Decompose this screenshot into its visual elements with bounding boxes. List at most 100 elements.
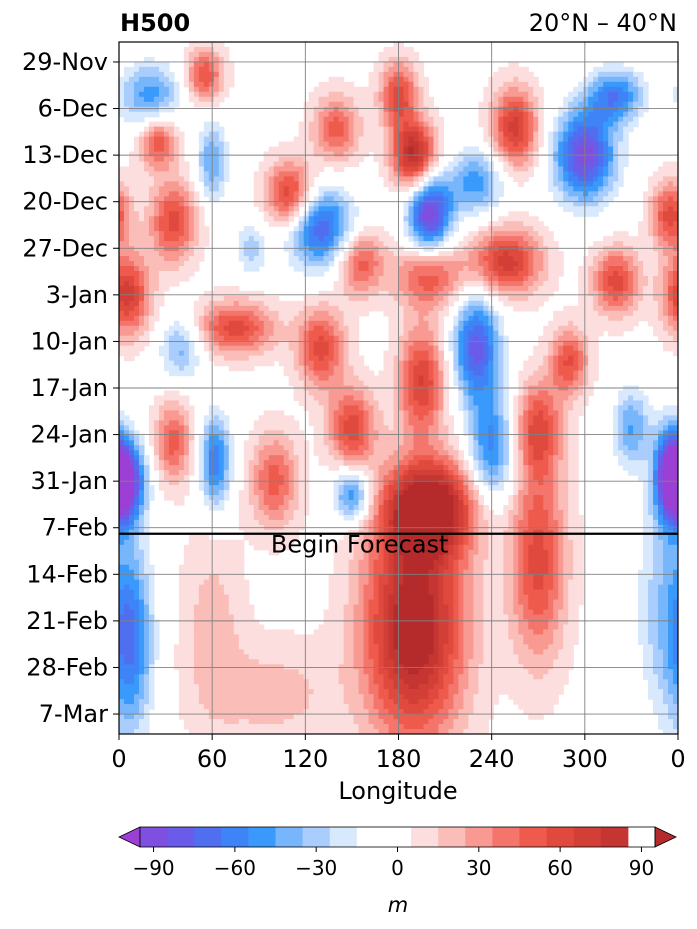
field-cell — [143, 300, 150, 307]
field-cell — [338, 370, 345, 377]
field-cell — [348, 96, 355, 103]
field-cell — [483, 136, 489, 143]
field-cell — [193, 206, 200, 212]
field-cell — [503, 216, 509, 222]
field-cell — [383, 280, 390, 287]
field-cell — [268, 345, 275, 352]
field-cell — [483, 181, 489, 187]
field-cell — [563, 201, 569, 207]
field-cell — [598, 71, 604, 78]
field-cell — [388, 236, 395, 242]
field-cell — [428, 181, 435, 187]
field-cell — [533, 365, 539, 372]
field-cell — [348, 266, 355, 272]
field-cell — [488, 365, 494, 372]
field-cell — [508, 280, 514, 287]
field-cell — [303, 350, 310, 357]
field-cell — [468, 365, 474, 372]
field-cell — [458, 166, 464, 173]
field-cell — [408, 271, 415, 277]
field-cell — [398, 171, 405, 178]
field-cell — [653, 290, 659, 297]
field-cell — [333, 280, 340, 287]
field-cell — [333, 146, 340, 153]
field-cell — [493, 106, 499, 113]
field-cell — [498, 81, 504, 88]
field-cell — [658, 211, 664, 217]
field-cell — [608, 251, 614, 257]
field-cell — [548, 340, 554, 347]
field-cell — [438, 176, 445, 182]
field-cell — [488, 161, 494, 168]
field-cell — [598, 141, 604, 148]
field-cell — [553, 360, 559, 367]
field-cell — [513, 161, 519, 168]
field-cell — [538, 226, 544, 232]
field-cell — [463, 315, 469, 322]
field-cell — [438, 216, 445, 222]
field-cell — [338, 290, 345, 297]
field-cell — [173, 231, 180, 237]
field-cell — [488, 315, 494, 322]
field-cell — [398, 106, 405, 113]
field-cell — [458, 335, 464, 342]
field-cell — [603, 61, 609, 68]
field-cell — [323, 330, 330, 337]
field-cell — [483, 360, 489, 367]
field-cell — [168, 141, 175, 148]
field-cell — [323, 295, 330, 302]
field-cell — [358, 146, 365, 153]
field-cell — [303, 330, 310, 337]
field-cell — [628, 315, 634, 322]
field-cell — [148, 126, 155, 133]
field-cell — [478, 121, 484, 128]
field-cell — [398, 290, 405, 297]
field-cell — [173, 96, 180, 103]
field-cell — [403, 285, 410, 292]
field-cell — [478, 246, 484, 252]
field-cell — [658, 290, 664, 297]
field-cell — [638, 101, 644, 108]
field-cell — [548, 131, 554, 138]
field-cell — [233, 345, 240, 352]
field-cell — [193, 320, 200, 327]
field-cell — [268, 166, 275, 173]
field-cell — [568, 171, 574, 178]
field-cell — [133, 61, 140, 68]
field-cell — [668, 290, 674, 297]
field-cell — [393, 305, 400, 312]
field-cell — [353, 305, 360, 312]
field-cell — [368, 81, 375, 88]
field-cell — [608, 196, 614, 202]
field-cell — [358, 86, 365, 93]
field-cell — [333, 156, 340, 163]
field-cell — [333, 355, 340, 362]
field-cell — [368, 266, 375, 272]
field-cell — [318, 325, 325, 332]
field-cell — [653, 206, 659, 212]
field-cell — [398, 116, 405, 123]
field-cell — [428, 191, 435, 197]
field-cell — [183, 196, 190, 202]
field-cell — [138, 111, 145, 118]
field-cell — [638, 300, 644, 307]
field-cell — [158, 266, 165, 272]
field-cell — [573, 325, 579, 332]
field-cell — [368, 131, 375, 138]
field-cell — [658, 186, 664, 192]
field-cell — [258, 256, 265, 262]
field-cell — [343, 300, 350, 307]
field-cell — [663, 226, 669, 232]
field-cell — [663, 295, 669, 302]
field-cell — [293, 315, 300, 322]
field-cell — [558, 310, 564, 317]
field-cell — [228, 340, 235, 347]
field-cell — [378, 280, 385, 287]
field-cell — [398, 61, 405, 68]
field-cell — [533, 380, 539, 387]
field-cell — [228, 290, 235, 297]
field-cell — [643, 211, 649, 217]
field-cell — [553, 355, 559, 362]
field-cell — [603, 251, 609, 257]
field-cell — [338, 211, 345, 217]
